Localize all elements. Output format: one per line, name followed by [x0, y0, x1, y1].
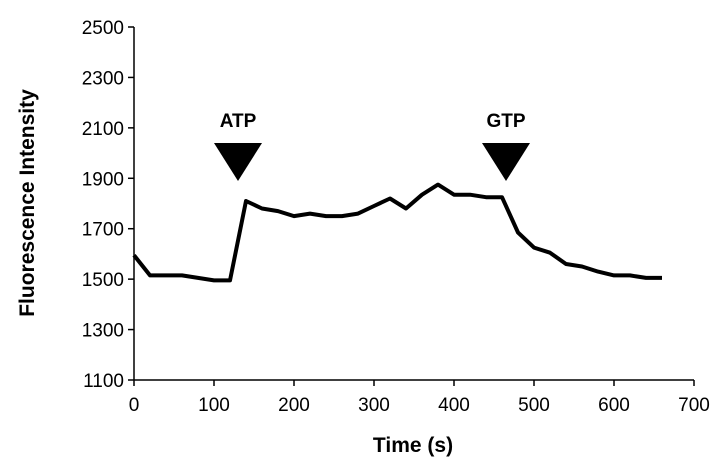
y-tick-label: 1100 — [83, 371, 124, 392]
annotations: ATP GTP — [214, 111, 530, 181]
y-tick-label: 1500 — [82, 270, 124, 291]
x-tick-label: 200 — [278, 395, 310, 416]
series-line — [132, 182, 662, 283]
annotation-label: ATP — [220, 111, 257, 132]
x-tick-label: 100 — [198, 395, 230, 416]
x-tick-label: 400 — [438, 395, 470, 416]
y-axis: 1100 1300 1500 1700 1900 2100 2300 2500 — [82, 18, 135, 392]
y-tick-label: 1700 — [82, 220, 124, 241]
x-axis-title: Time (s) — [373, 434, 453, 457]
y-tick-label: 2300 — [82, 68, 124, 89]
y-tick-label: 1300 — [82, 321, 124, 342]
y-tick-label: 2100 — [82, 119, 124, 140]
y-tick-label: 2500 — [82, 18, 124, 39]
x-tick-label: 0 — [129, 395, 140, 416]
x-tick-label: 500 — [518, 395, 550, 416]
y-tick-label: 1900 — [82, 169, 124, 190]
x-tick-label: 600 — [598, 395, 630, 416]
annotation-marker — [214, 143, 262, 181]
x-axis: 0 100 200 300 400 500 600 700 — [129, 379, 710, 416]
annotation-label: GTP — [486, 111, 525, 132]
y-axis-title: Fluorescence Intensity — [16, 89, 39, 317]
x-tick-label: 300 — [358, 395, 390, 416]
annotation-marker — [482, 143, 530, 181]
series-group — [132, 182, 663, 283]
x-tick-label: 700 — [678, 395, 710, 416]
